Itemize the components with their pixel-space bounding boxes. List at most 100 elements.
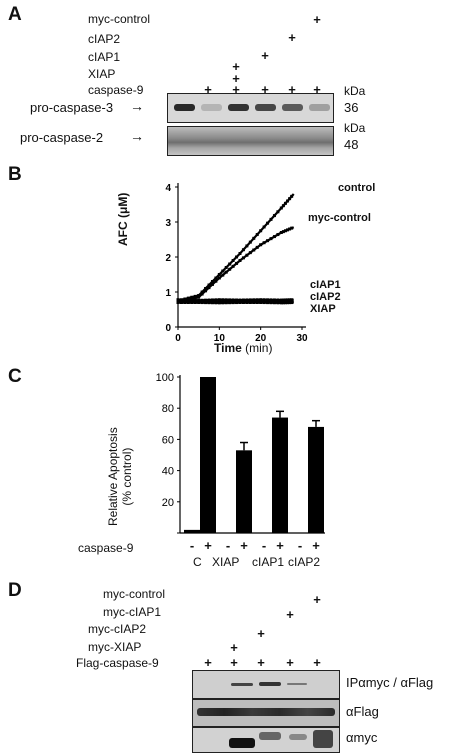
data-point <box>269 217 273 221</box>
data-point <box>283 229 287 233</box>
data-point <box>214 276 218 280</box>
condition-label-myc-control: myc-control <box>103 587 166 601</box>
condition-label-caspase-9: caspase-9 <box>88 83 144 97</box>
blot-flag <box>192 699 340 727</box>
data-point <box>183 298 187 302</box>
plus-sign: + <box>313 592 321 607</box>
data-point <box>288 298 292 302</box>
data-point <box>210 298 214 302</box>
data-point <box>214 279 218 283</box>
plus-sign: + <box>276 538 284 553</box>
data-point <box>252 248 256 252</box>
data-point <box>235 261 239 265</box>
kda-label: kDa <box>344 121 366 135</box>
data-point <box>190 295 194 299</box>
data-point <box>197 301 201 304</box>
data-point <box>259 229 263 233</box>
data-point <box>252 236 256 240</box>
data-point <box>279 206 283 210</box>
y-tick-label: 40 <box>162 466 174 478</box>
data-point <box>235 255 239 259</box>
data-point <box>193 301 197 304</box>
data-point <box>228 298 232 302</box>
series-label-xiap: XIAP <box>310 303 336 315</box>
data-point <box>241 298 245 302</box>
data-point <box>217 273 221 276</box>
condition-label-ciap2: cIAP2 <box>88 32 121 46</box>
blot-pro-caspase-3 <box>167 93 334 123</box>
data-point <box>272 298 276 302</box>
x-axis-label-bold: Time <box>214 341 242 355</box>
data-point <box>269 301 273 305</box>
condition-label-ciap1: cIAP1 <box>88 50 121 64</box>
data-point <box>245 298 249 302</box>
western-band <box>201 104 222 111</box>
y-tick-label: 80 <box>162 403 174 415</box>
minus-sign: - <box>189 538 195 553</box>
minus-sign: - <box>297 538 303 553</box>
western-band <box>287 683 307 685</box>
data-point <box>221 298 225 302</box>
x-tick-label: 0 <box>175 333 181 344</box>
panel-a-letter: A <box>8 4 22 25</box>
data-point <box>259 298 263 302</box>
data-point <box>266 301 270 305</box>
data-point <box>288 301 292 305</box>
condition-label-flag-caspase-9: Flag-caspase-9 <box>76 656 159 670</box>
data-point <box>281 204 285 208</box>
data-point <box>283 301 287 305</box>
bar-group <box>184 377 324 533</box>
data-point <box>276 210 280 214</box>
data-point <box>279 301 283 305</box>
data-point <box>276 301 280 305</box>
data-point <box>221 301 225 305</box>
panel-c-letter: C <box>8 366 22 387</box>
data-point <box>217 298 221 302</box>
y-tick-label: 60 <box>162 434 174 446</box>
group-label-ciap1: cIAP1 <box>252 555 285 569</box>
data-point <box>210 280 214 283</box>
y-tick-label: 3 <box>165 218 171 229</box>
arrow-icon: → <box>130 128 144 144</box>
condition-label-xiap: XIAP <box>88 67 116 81</box>
western-band <box>174 104 195 111</box>
data-point <box>259 243 263 247</box>
data-point <box>248 240 252 244</box>
data-point <box>269 237 273 241</box>
data-point <box>252 301 256 304</box>
series-line-control <box>177 193 295 302</box>
data-point <box>245 301 249 304</box>
data-point <box>231 301 235 305</box>
data-point <box>224 266 228 269</box>
data-point <box>221 273 225 277</box>
data-point <box>193 296 197 300</box>
data-point <box>248 298 252 302</box>
data-point <box>238 259 242 262</box>
data-point <box>262 241 266 245</box>
data-point <box>248 301 252 304</box>
data-point <box>228 267 232 271</box>
blot-pro-caspase-2 <box>167 126 334 156</box>
data-point <box>286 228 290 232</box>
data-point <box>281 301 285 305</box>
plus-sign: + <box>230 655 238 670</box>
plus-sign: + <box>240 538 248 553</box>
blot-label-pro-caspase-3: pro-caspase-3 <box>30 100 114 115</box>
y-axis-label-line2: (% control) <box>120 447 134 506</box>
kda-label: kDa <box>344 84 366 98</box>
x-tick-label: 30 <box>296 333 308 344</box>
blot-label-ip: IPαmyc / αFlag <box>346 675 434 690</box>
blot-ip-myc-flag <box>192 670 340 699</box>
western-band <box>259 732 281 740</box>
data-point <box>228 262 232 266</box>
data-point <box>200 292 204 296</box>
data-point <box>190 301 194 304</box>
data-point <box>207 283 211 287</box>
data-point <box>193 294 197 298</box>
data-point <box>245 253 249 257</box>
mw-label-48: 48 <box>344 137 359 152</box>
series-label-ciap1: cIAP1 <box>310 279 341 291</box>
data-point <box>286 298 290 302</box>
data-point <box>255 233 259 237</box>
data-point <box>255 298 259 302</box>
